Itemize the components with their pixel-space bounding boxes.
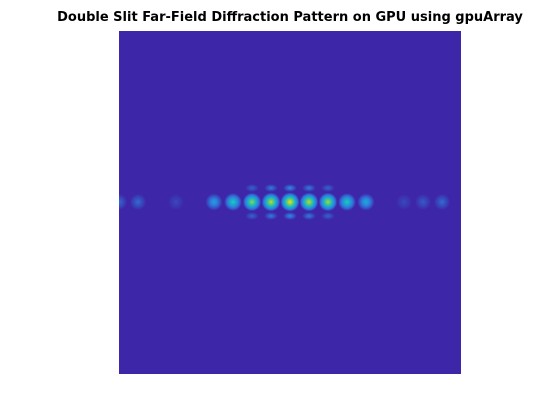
fringe-spot xyxy=(242,192,262,212)
fringe-spot xyxy=(433,193,451,211)
side-fringe-spot xyxy=(321,184,335,192)
fringe-spot xyxy=(223,192,243,212)
fringe-spot xyxy=(129,193,147,211)
side-fringe-spot xyxy=(264,212,278,220)
fringe-spot xyxy=(205,193,223,211)
fringe-spot xyxy=(357,193,375,211)
heatmap-plot-area xyxy=(119,31,461,374)
side-fringe-spot xyxy=(302,184,316,192)
chart-title: Double Slit Far-Field Diffraction Patter… xyxy=(57,10,523,25)
side-fringe-spot xyxy=(302,212,316,220)
side-fringe-spot xyxy=(283,212,297,220)
diffraction-spots xyxy=(119,184,451,220)
fringe-spot xyxy=(318,192,338,212)
fringe-spot xyxy=(395,193,413,211)
fringe-spot xyxy=(261,192,281,212)
side-fringe-spot xyxy=(264,184,278,192)
side-fringe-spot xyxy=(283,184,297,192)
side-fringe-spot xyxy=(321,212,335,220)
fringe-spot xyxy=(119,193,128,211)
fringe-spot xyxy=(167,193,185,211)
side-fringe-spot xyxy=(245,184,259,192)
fringe-spot xyxy=(414,193,432,211)
fringe-spot xyxy=(337,192,357,212)
fringe-spot xyxy=(280,192,300,212)
fringe-spot xyxy=(299,192,319,212)
side-fringe-spot xyxy=(245,212,259,220)
